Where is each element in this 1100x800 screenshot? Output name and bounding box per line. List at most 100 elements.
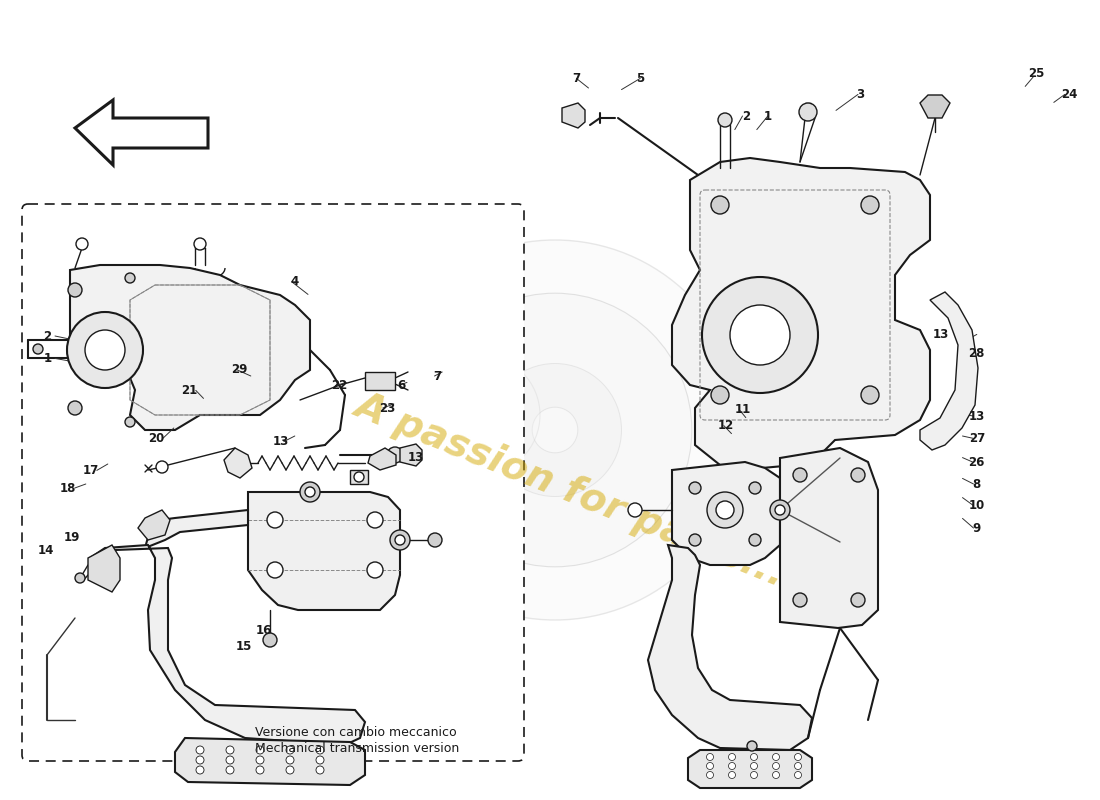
Circle shape: [772, 771, 780, 778]
Text: 13: 13: [273, 435, 288, 448]
Circle shape: [716, 501, 734, 519]
Circle shape: [861, 386, 879, 404]
Circle shape: [286, 746, 294, 754]
Circle shape: [706, 771, 714, 778]
Circle shape: [730, 305, 790, 365]
Circle shape: [793, 468, 807, 482]
Text: 23: 23: [379, 402, 395, 414]
Text: 27: 27: [969, 432, 984, 445]
Circle shape: [418, 294, 692, 566]
Text: 19: 19: [64, 531, 79, 544]
Circle shape: [770, 500, 790, 520]
Text: 26: 26: [969, 456, 984, 469]
Circle shape: [305, 487, 315, 497]
Circle shape: [226, 746, 234, 754]
Circle shape: [226, 756, 234, 764]
Circle shape: [365, 240, 745, 620]
Polygon shape: [562, 103, 585, 128]
Circle shape: [256, 766, 264, 774]
Circle shape: [196, 746, 204, 754]
Circle shape: [728, 754, 736, 761]
Polygon shape: [780, 448, 878, 628]
Circle shape: [286, 766, 294, 774]
Polygon shape: [688, 750, 812, 788]
Text: 12: 12: [718, 419, 734, 432]
Circle shape: [85, 330, 125, 370]
Polygon shape: [672, 462, 780, 565]
Circle shape: [316, 756, 324, 764]
Circle shape: [390, 530, 410, 550]
Circle shape: [851, 593, 865, 607]
Circle shape: [747, 741, 757, 751]
Text: 2: 2: [43, 330, 52, 342]
Text: 17: 17: [84, 464, 99, 477]
Text: 9: 9: [972, 522, 981, 534]
Circle shape: [196, 756, 204, 764]
FancyBboxPatch shape: [22, 204, 524, 761]
Circle shape: [749, 534, 761, 546]
Circle shape: [450, 385, 510, 445]
Circle shape: [689, 534, 701, 546]
Polygon shape: [368, 448, 396, 470]
Circle shape: [532, 407, 578, 453]
Text: 11: 11: [735, 403, 750, 416]
Polygon shape: [75, 100, 208, 165]
Circle shape: [707, 492, 743, 528]
Text: 29: 29: [232, 363, 248, 376]
Circle shape: [33, 344, 43, 354]
Circle shape: [300, 482, 320, 502]
Polygon shape: [90, 545, 365, 745]
Polygon shape: [920, 292, 978, 450]
Circle shape: [75, 573, 85, 583]
Text: 4: 4: [290, 275, 299, 288]
Circle shape: [851, 468, 865, 482]
Text: A passion for parts...: A passion for parts...: [350, 386, 791, 594]
Circle shape: [706, 754, 714, 761]
Circle shape: [794, 771, 802, 778]
Polygon shape: [224, 448, 252, 478]
Circle shape: [125, 273, 135, 283]
Polygon shape: [672, 158, 930, 470]
Circle shape: [728, 762, 736, 770]
Polygon shape: [365, 372, 395, 390]
Polygon shape: [920, 95, 950, 118]
Circle shape: [628, 503, 642, 517]
Circle shape: [772, 762, 780, 770]
Text: 13: 13: [969, 410, 984, 422]
Circle shape: [156, 461, 168, 473]
Circle shape: [67, 312, 143, 388]
Text: 25: 25: [1028, 67, 1044, 80]
Text: 13: 13: [408, 451, 424, 464]
Circle shape: [776, 505, 785, 515]
Polygon shape: [400, 444, 422, 466]
Text: 10: 10: [969, 499, 984, 512]
Circle shape: [76, 238, 88, 250]
Polygon shape: [138, 510, 170, 540]
Text: 13: 13: [933, 328, 948, 341]
Text: 7: 7: [433, 370, 442, 382]
Polygon shape: [70, 265, 310, 430]
Text: 8: 8: [972, 478, 981, 490]
Text: 2: 2: [741, 110, 750, 122]
Polygon shape: [350, 470, 368, 484]
Circle shape: [750, 754, 758, 761]
Text: 14: 14: [39, 544, 54, 557]
Circle shape: [68, 283, 82, 297]
Text: 5: 5: [636, 72, 645, 85]
Text: 28: 28: [969, 347, 984, 360]
Polygon shape: [248, 492, 400, 610]
Circle shape: [711, 386, 729, 404]
Text: 16: 16: [256, 624, 272, 637]
Text: 15: 15: [236, 640, 252, 653]
Text: Versione con cambio meccanico: Versione con cambio meccanico: [255, 726, 456, 739]
Circle shape: [711, 196, 729, 214]
Circle shape: [196, 766, 204, 774]
Circle shape: [367, 562, 383, 578]
Circle shape: [750, 771, 758, 778]
Circle shape: [794, 754, 802, 761]
Circle shape: [728, 771, 736, 778]
Circle shape: [702, 277, 818, 393]
Circle shape: [420, 355, 540, 475]
Circle shape: [194, 238, 206, 250]
Circle shape: [718, 113, 732, 127]
